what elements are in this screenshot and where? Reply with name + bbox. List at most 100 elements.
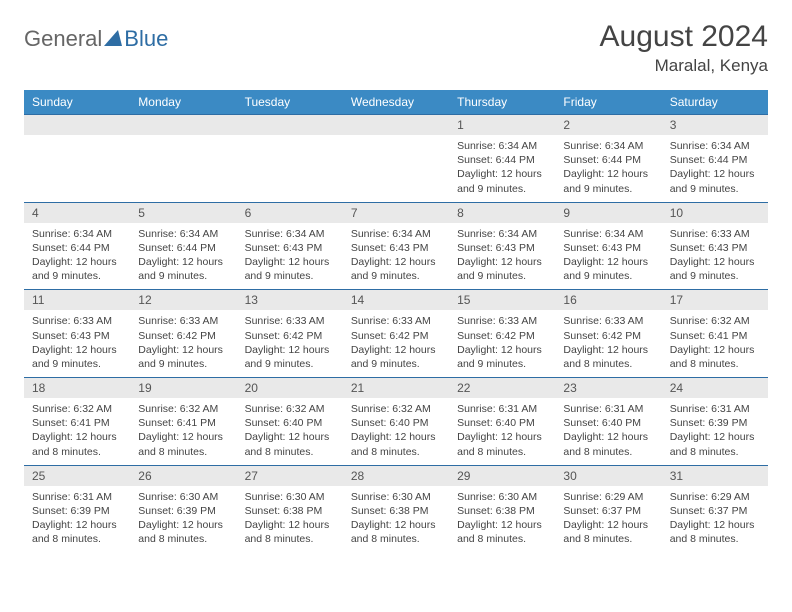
- sunset-text: Sunset: 6:42 PM: [457, 329, 547, 343]
- daylight-text: and 8 minutes.: [670, 357, 760, 371]
- sunset-text: Sunset: 6:44 PM: [457, 153, 547, 167]
- daylight-text: Daylight: 12 hours: [351, 518, 441, 532]
- day-content-row: Sunrise: 6:34 AMSunset: 6:44 PMDaylight:…: [24, 135, 768, 202]
- day-content-cell: Sunrise: 6:34 AMSunset: 6:43 PMDaylight:…: [343, 223, 449, 290]
- day-content-cell: Sunrise: 6:34 AMSunset: 6:43 PMDaylight:…: [449, 223, 555, 290]
- day-content-cell: Sunrise: 6:32 AMSunset: 6:41 PMDaylight:…: [24, 398, 130, 465]
- day-number-cell: 4: [24, 202, 130, 223]
- sunset-text: Sunset: 6:41 PM: [138, 416, 228, 430]
- day-number-cell: 17: [662, 290, 768, 311]
- daylight-text: Daylight: 12 hours: [563, 343, 653, 357]
- daylight-text: and 9 minutes.: [245, 269, 335, 283]
- day-number-cell: 27: [237, 465, 343, 486]
- sunset-text: Sunset: 6:43 PM: [351, 241, 441, 255]
- sunset-text: Sunset: 6:39 PM: [138, 504, 228, 518]
- day-number-cell: 16: [555, 290, 661, 311]
- sunset-text: Sunset: 6:39 PM: [670, 416, 760, 430]
- sunset-text: Sunset: 6:37 PM: [670, 504, 760, 518]
- sunrise-text: Sunrise: 6:29 AM: [670, 490, 760, 504]
- header: General Blue August 2024 Maralal, Kenya: [24, 20, 768, 76]
- daylight-text: Daylight: 12 hours: [670, 430, 760, 444]
- daylight-text: and 9 minutes.: [245, 357, 335, 371]
- sunrise-text: Sunrise: 6:34 AM: [32, 227, 122, 241]
- daylight-text: and 9 minutes.: [351, 357, 441, 371]
- sunset-text: Sunset: 6:42 PM: [351, 329, 441, 343]
- daylight-text: Daylight: 12 hours: [138, 343, 228, 357]
- day-header: Friday: [555, 90, 661, 115]
- day-number-cell: 28: [343, 465, 449, 486]
- day-number-row: 123: [24, 115, 768, 136]
- sunset-text: Sunset: 6:44 PM: [563, 153, 653, 167]
- day-content-cell: Sunrise: 6:34 AMSunset: 6:44 PMDaylight:…: [662, 135, 768, 202]
- daylight-text: Daylight: 12 hours: [32, 518, 122, 532]
- daylight-text: Daylight: 12 hours: [138, 255, 228, 269]
- day-number-cell: 6: [237, 202, 343, 223]
- day-content-cell: Sunrise: 6:29 AMSunset: 6:37 PMDaylight:…: [555, 486, 661, 553]
- day-number-cell: 30: [555, 465, 661, 486]
- day-header: Saturday: [662, 90, 768, 115]
- daylight-text: and 8 minutes.: [457, 445, 547, 459]
- daylight-text: Daylight: 12 hours: [670, 255, 760, 269]
- sunset-text: Sunset: 6:40 PM: [245, 416, 335, 430]
- day-number-cell: 15: [449, 290, 555, 311]
- day-content-cell: Sunrise: 6:30 AMSunset: 6:38 PMDaylight:…: [237, 486, 343, 553]
- day-number-cell: 12: [130, 290, 236, 311]
- day-content-cell: Sunrise: 6:31 AMSunset: 6:39 PMDaylight:…: [24, 486, 130, 553]
- sunrise-text: Sunrise: 6:31 AM: [32, 490, 122, 504]
- daylight-text: Daylight: 12 hours: [670, 343, 760, 357]
- sunset-text: Sunset: 6:39 PM: [32, 504, 122, 518]
- sunset-text: Sunset: 6:37 PM: [563, 504, 653, 518]
- day-header: Sunday: [24, 90, 130, 115]
- day-content-cell: [130, 135, 236, 202]
- day-content-cell: Sunrise: 6:33 AMSunset: 6:42 PMDaylight:…: [237, 310, 343, 377]
- day-content-cell: Sunrise: 6:30 AMSunset: 6:38 PMDaylight:…: [449, 486, 555, 553]
- day-number-cell: [343, 115, 449, 136]
- location: Maralal, Kenya: [600, 56, 768, 76]
- day-number-row: 18192021222324: [24, 378, 768, 399]
- day-number-cell: 13: [237, 290, 343, 311]
- sunrise-text: Sunrise: 6:33 AM: [457, 314, 547, 328]
- sunset-text: Sunset: 6:40 PM: [563, 416, 653, 430]
- day-number-cell: 31: [662, 465, 768, 486]
- day-content-cell: Sunrise: 6:31 AMSunset: 6:40 PMDaylight:…: [555, 398, 661, 465]
- title-block: August 2024 Maralal, Kenya: [600, 20, 768, 76]
- daylight-text: and 9 minutes.: [670, 182, 760, 196]
- daylight-text: and 8 minutes.: [245, 445, 335, 459]
- day-number-cell: 24: [662, 378, 768, 399]
- day-number-cell: 18: [24, 378, 130, 399]
- daylight-text: and 9 minutes.: [457, 182, 547, 196]
- sunrise-text: Sunrise: 6:33 AM: [32, 314, 122, 328]
- day-number-cell: 11: [24, 290, 130, 311]
- daylight-text: Daylight: 12 hours: [32, 255, 122, 269]
- daylight-text: and 8 minutes.: [563, 357, 653, 371]
- day-content-cell: Sunrise: 6:33 AMSunset: 6:42 PMDaylight:…: [555, 310, 661, 377]
- day-number-cell: 3: [662, 115, 768, 136]
- day-number-cell: 22: [449, 378, 555, 399]
- day-number-cell: 19: [130, 378, 236, 399]
- daylight-text: Daylight: 12 hours: [670, 167, 760, 181]
- daylight-text: and 8 minutes.: [245, 532, 335, 546]
- sunset-text: Sunset: 6:43 PM: [563, 241, 653, 255]
- logo-triangle-icon: [104, 26, 122, 52]
- sunset-text: Sunset: 6:38 PM: [351, 504, 441, 518]
- day-header: Tuesday: [237, 90, 343, 115]
- day-content-cell: Sunrise: 6:32 AMSunset: 6:40 PMDaylight:…: [343, 398, 449, 465]
- day-header-row: SundayMondayTuesdayWednesdayThursdayFrid…: [24, 90, 768, 115]
- sunrise-text: Sunrise: 6:34 AM: [670, 139, 760, 153]
- sunset-text: Sunset: 6:42 PM: [563, 329, 653, 343]
- logo-text-blue: Blue: [124, 26, 168, 52]
- sunrise-text: Sunrise: 6:33 AM: [670, 227, 760, 241]
- sunrise-text: Sunrise: 6:33 AM: [563, 314, 653, 328]
- daylight-text: and 8 minutes.: [670, 532, 760, 546]
- day-content-cell: [237, 135, 343, 202]
- daylight-text: Daylight: 12 hours: [351, 430, 441, 444]
- day-content-cell: Sunrise: 6:29 AMSunset: 6:37 PMDaylight:…: [662, 486, 768, 553]
- sunset-text: Sunset: 6:44 PM: [670, 153, 760, 167]
- day-content-cell: Sunrise: 6:34 AMSunset: 6:44 PMDaylight:…: [130, 223, 236, 290]
- day-content-row: Sunrise: 6:34 AMSunset: 6:44 PMDaylight:…: [24, 223, 768, 290]
- day-header: Monday: [130, 90, 236, 115]
- daylight-text: Daylight: 12 hours: [457, 343, 547, 357]
- logo: General Blue: [24, 20, 168, 52]
- daylight-text: Daylight: 12 hours: [351, 343, 441, 357]
- day-content-cell: Sunrise: 6:31 AMSunset: 6:40 PMDaylight:…: [449, 398, 555, 465]
